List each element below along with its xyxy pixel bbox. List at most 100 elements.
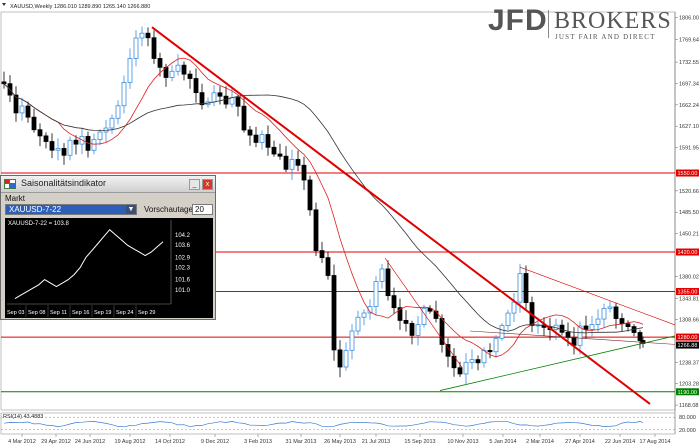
candle xyxy=(457,361,463,377)
upper-channel-line xyxy=(519,266,676,326)
candle-body xyxy=(55,148,61,151)
candle-body xyxy=(361,312,367,318)
candle xyxy=(505,309,511,331)
minimize-button[interactable]: _ xyxy=(189,179,200,190)
candle-body xyxy=(97,131,103,140)
candle xyxy=(601,303,607,328)
preview-days-input[interactable]: 20 xyxy=(192,204,213,215)
candle xyxy=(373,275,379,316)
candle-body xyxy=(493,337,499,353)
candle-body xyxy=(181,64,187,75)
candle xyxy=(49,133,55,159)
candle xyxy=(409,320,415,345)
candle xyxy=(361,309,367,326)
seasonal-y-tick-label: 104.2 xyxy=(175,233,191,239)
candle xyxy=(349,323,355,360)
candle-body xyxy=(595,318,601,325)
candle-body xyxy=(283,155,289,170)
candle-body xyxy=(385,268,391,297)
candle xyxy=(427,305,433,314)
seasonal-x-tick-label: Sep 24 xyxy=(116,310,133,316)
price-tag-box xyxy=(676,248,699,256)
rsi-tick-label: 20.000 xyxy=(679,428,696,434)
candle xyxy=(475,355,481,371)
candle xyxy=(589,315,595,337)
preview-days-label: Vorschautage xyxy=(144,205,193,214)
price-tick-label: 1591.95 xyxy=(679,146,699,152)
price-tag-label: 1420.00 xyxy=(678,250,698,256)
price-tag: 1280.00 xyxy=(676,333,699,341)
candle-body xyxy=(433,310,439,319)
price-tag-label: 1355.00 xyxy=(678,290,698,296)
price-tick-label: 1238.37 xyxy=(679,360,699,366)
seasonal-x-tick-label: Sep 29 xyxy=(138,310,155,316)
candle-body xyxy=(19,105,25,114)
seasonal-x-tick-label: Sep 19 xyxy=(94,310,111,316)
chevron-down-icon[interactable]: ▼ xyxy=(126,205,136,214)
candle-body xyxy=(13,94,19,114)
candle xyxy=(235,95,241,117)
market-select[interactable]: XAUUSD-7-22 ▼ xyxy=(5,204,137,215)
price-tick-label: 1806.00 xyxy=(679,15,699,21)
candle xyxy=(43,132,49,149)
logo-brokers: BROKERS xyxy=(554,8,672,34)
candle-body xyxy=(91,139,97,151)
candle xyxy=(175,54,181,76)
time-tick-label: 31 Mar 2013 xyxy=(286,439,317,445)
candle-body xyxy=(607,306,613,309)
candle xyxy=(631,324,637,337)
candle xyxy=(109,114,115,134)
window-titlebar[interactable]: Saisonalitätsindikator _ x xyxy=(1,176,215,193)
window-title: Saisonalitätsindikator xyxy=(21,178,107,188)
close-button[interactable]: x xyxy=(202,179,213,190)
candle xyxy=(199,83,205,110)
candle xyxy=(637,329,643,349)
candle xyxy=(55,138,61,161)
candle xyxy=(301,156,307,190)
seasonal-y-tick-label: 101.0 xyxy=(175,288,191,294)
time-tick-label: 17 Aug 2014 xyxy=(640,439,671,445)
candle-body xyxy=(325,257,331,276)
price-tag-box xyxy=(676,169,699,177)
candle xyxy=(607,301,613,313)
price-tag-label: 1266.88 xyxy=(678,343,698,349)
candle xyxy=(325,251,331,280)
candle-body xyxy=(313,209,319,252)
market-select-value: XAUUSD-7-22 xyxy=(9,205,62,214)
price-tag: 1420.00 xyxy=(676,248,699,256)
candle xyxy=(277,143,283,160)
candle xyxy=(115,100,121,125)
candle xyxy=(25,101,31,123)
candle xyxy=(397,298,403,330)
candle-body xyxy=(37,129,43,137)
candle xyxy=(367,299,373,320)
candle xyxy=(421,304,427,328)
candle xyxy=(451,348,457,377)
candle xyxy=(403,310,409,332)
candle xyxy=(541,317,547,336)
candle-body xyxy=(625,323,631,327)
rsi-line xyxy=(3,421,644,428)
candle xyxy=(217,86,223,105)
seasonal-x-tick-label: Sep 03 xyxy=(7,310,24,316)
time-tick-label: 26 May 2013 xyxy=(324,439,356,445)
candle-body xyxy=(427,307,433,312)
seasonal-y-tick-label: 102.9 xyxy=(175,255,191,261)
price-tick-label: 1168.08 xyxy=(679,403,698,409)
candle xyxy=(13,86,19,122)
candle-body xyxy=(43,135,49,142)
candle xyxy=(343,342,349,371)
candle-body xyxy=(577,325,583,346)
time-tick-label: 19 Aug 2012 xyxy=(115,439,146,445)
candle xyxy=(151,30,157,64)
grid-icon xyxy=(4,179,16,189)
candle-body xyxy=(403,320,409,324)
time-tick-label: 27 Apr 2014 xyxy=(565,439,595,445)
candle-body xyxy=(373,281,379,308)
time-tick-label: 3 Feb 2013 xyxy=(244,439,272,445)
price-tick-label: 1697.34 xyxy=(679,81,699,87)
price-tag-label: 1550.00 xyxy=(678,171,698,177)
seasonality-window[interactable]: Saisonalitätsindikator _ x Markt XAUUSD-… xyxy=(0,175,216,320)
